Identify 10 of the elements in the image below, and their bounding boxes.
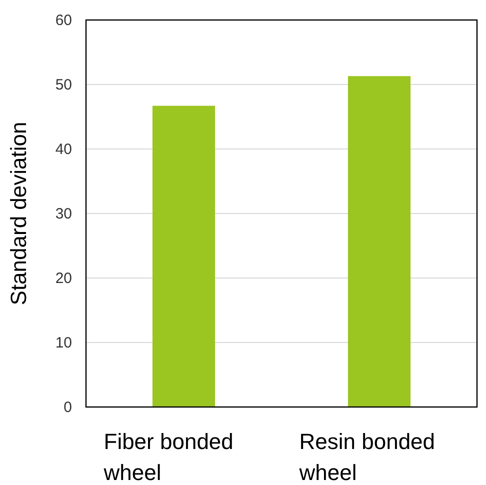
y-tick-label: 40 <box>55 140 72 158</box>
y-tick-label: 10 <box>55 334 72 352</box>
x-tick-label: Fiber bonded wheel <box>102 429 234 485</box>
y-tick-label: 0 <box>64 398 72 416</box>
y-tick-label: 20 <box>55 270 72 287</box>
x-tick-label: Resin bonded wheel <box>298 429 436 485</box>
y-axis-title: Standard deviation <box>6 122 31 306</box>
y-tick-label: 30 <box>55 205 72 222</box>
y-tick-label: 60 <box>55 12 72 29</box>
y-tick-label: 50 <box>55 76 72 94</box>
